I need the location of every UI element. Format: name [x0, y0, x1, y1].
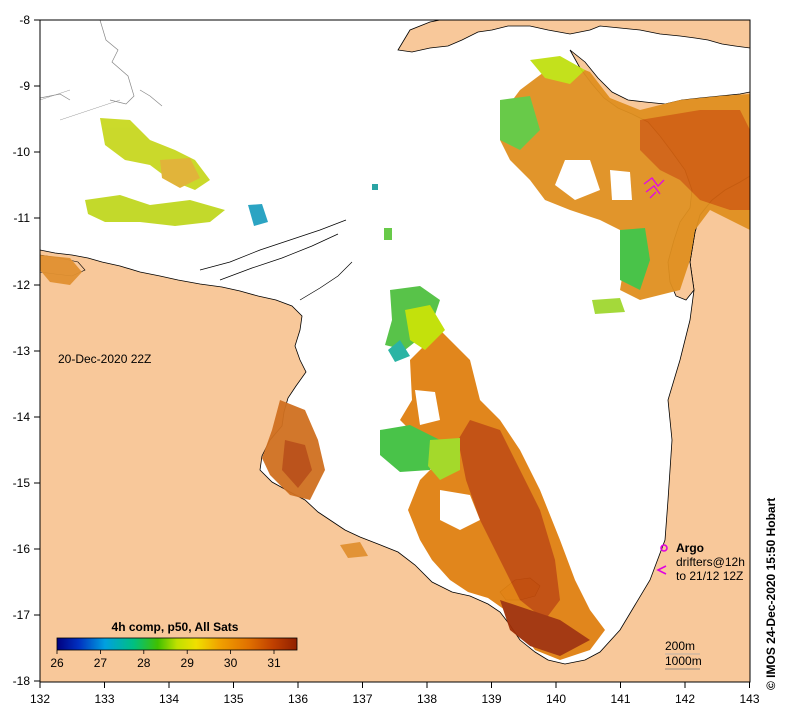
- lat-tick-label: -11: [14, 211, 31, 225]
- lat-tick-label: -12: [13, 278, 31, 292]
- colorbar-tick: 30: [224, 656, 238, 670]
- drifter-arrow-icon: [656, 565, 667, 575]
- lat-axis: -8 -9 -10 -11 -12 -13 -14 -15 -16 -17 -1…: [13, 13, 40, 688]
- land-new-guinea: [397, 20, 750, 53]
- lon-tick-label: 134: [159, 692, 179, 706]
- lat-tick-label: -16: [13, 542, 31, 556]
- lon-tick-label: 136: [288, 692, 308, 706]
- lat-tick-label: -10: [13, 145, 31, 159]
- argo-marker-icon: [660, 544, 668, 552]
- colorbar: 4h comp, p50, All Sats 26 27 28 29 30 31: [50, 620, 298, 670]
- argo-label: Argo: [676, 541, 704, 555]
- colorbar-tick: 29: [181, 656, 195, 670]
- lon-tick-label: 137: [352, 692, 372, 706]
- colorbar-tick: 27: [94, 656, 108, 670]
- colorbar-tick: 28: [137, 656, 151, 670]
- credit-label: © IMOS 24-Dec-2020 15:50 Hobart: [764, 497, 778, 690]
- map-layers: [40, 20, 750, 682]
- lon-tick-label: 139: [481, 692, 501, 706]
- lat-tick-label: -13: [13, 344, 31, 358]
- lon-tick-label: 135: [223, 692, 243, 706]
- isobath-lines: [40, 89, 121, 121]
- lat-tick-label: -14: [13, 410, 31, 424]
- colorbar-tick: 26: [50, 656, 64, 670]
- lat-tick-label: -9: [19, 79, 30, 93]
- lat-tick-label: -15: [13, 476, 31, 490]
- drifters-label-line2: to 21/12 12Z: [676, 569, 743, 583]
- isobath-1000m-label: 1000m: [665, 654, 702, 668]
- float-legend: Argo drifters@12h to 21/12 12Z: [656, 541, 745, 583]
- colorbar-gradient: [56, 637, 298, 651]
- lon-tick-label: 141: [610, 692, 630, 706]
- land-coast-islands: [199, 219, 353, 301]
- lon-tick-label: 143: [739, 692, 759, 706]
- lat-tick-label: -17: [13, 608, 31, 622]
- date-label: 20-Dec-2020 22Z: [58, 352, 151, 366]
- lon-tick-label: 132: [30, 692, 50, 706]
- land-islands-north: [40, 20, 163, 107]
- lon-tick-label: 142: [675, 692, 695, 706]
- isobath-200m-label: 200m: [665, 639, 695, 653]
- colorbar-tick: 31: [267, 656, 281, 670]
- colorbar-title: 4h comp, p50, All Sats: [112, 620, 239, 634]
- lat-tick-label: -18: [13, 674, 31, 688]
- drifters-label-line1: drifters@12h: [676, 555, 745, 569]
- isobath-legend: 200m 1000m: [665, 639, 702, 670]
- lon-axis: 132 133 134 135 136 137 138 139 140 141 …: [30, 682, 760, 706]
- lon-tick-label: 138: [417, 692, 437, 706]
- sst-patches: [40, 56, 750, 660]
- land-arnhem: [40, 175, 750, 682]
- lon-tick-label: 140: [546, 692, 566, 706]
- lon-tick-label: 133: [94, 692, 114, 706]
- lat-tick-label: -8: [19, 13, 30, 27]
